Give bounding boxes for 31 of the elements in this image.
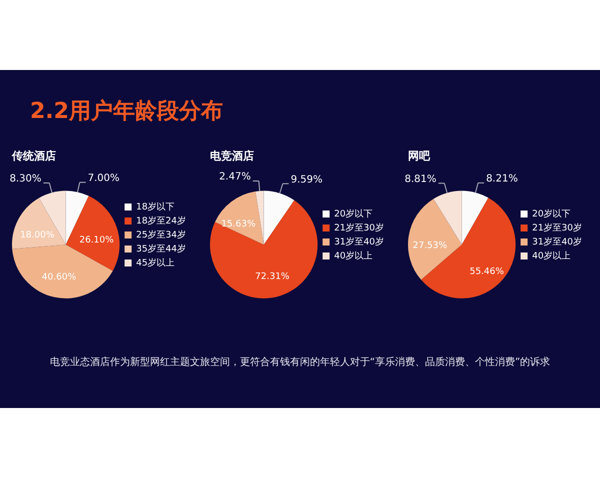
legend-label: 31岁至40岁 <box>532 236 582 248</box>
data-label: 26.10% <box>79 236 114 246</box>
data-label: 8.30% <box>10 174 42 185</box>
legend-label: 20岁以下 <box>334 208 373 220</box>
data-label: 2.47% <box>219 172 251 183</box>
data-label: 72.31% <box>255 272 290 282</box>
chart-title: 电竞酒店 <box>210 149 254 162</box>
legend-label: 45岁以上 <box>136 257 175 268</box>
legend-label: 18岁至24岁 <box>136 215 186 226</box>
data-label: 8.21% <box>486 174 518 185</box>
text: 2.2用户年龄段分布 <box>30 98 223 126</box>
data-label: 9.59% <box>290 174 323 186</box>
legend-label: 21岁至30岁 <box>532 222 582 234</box>
text: 电竞业态酒店作为新型网红主题文旅空间，更符合有钱有闲的年轻人对于“享乐消费、品质消费、个性消费”的诉求 <box>48 356 552 369</box>
data-label: 40.60% <box>42 272 77 283</box>
chart-title: 网吧 <box>408 149 431 162</box>
legend-label: 20岁以下 <box>532 208 571 220</box>
legend-label: 21岁至30岁 <box>334 222 384 234</box>
chart-title: 传统酒店 <box>11 149 56 162</box>
legend-label: 40岁以上 <box>532 250 571 262</box>
data-label: 27.53% <box>412 240 448 251</box>
data-label: 8.81% <box>404 174 436 185</box>
legend-label: 25岁至34岁 <box>136 229 186 240</box>
data-label: 15.63% <box>221 219 256 230</box>
data-label: 18.00% <box>20 230 55 240</box>
legend-label: 18岁以下 <box>136 201 175 212</box>
legend-label: 40岁以上 <box>334 250 373 262</box>
legend-label: 35岁至44岁 <box>136 243 186 254</box>
data-label: 7.00% <box>88 172 120 184</box>
legend-label: 31岁至40岁 <box>334 236 384 248</box>
data-label: 55.46% <box>470 267 504 278</box>
